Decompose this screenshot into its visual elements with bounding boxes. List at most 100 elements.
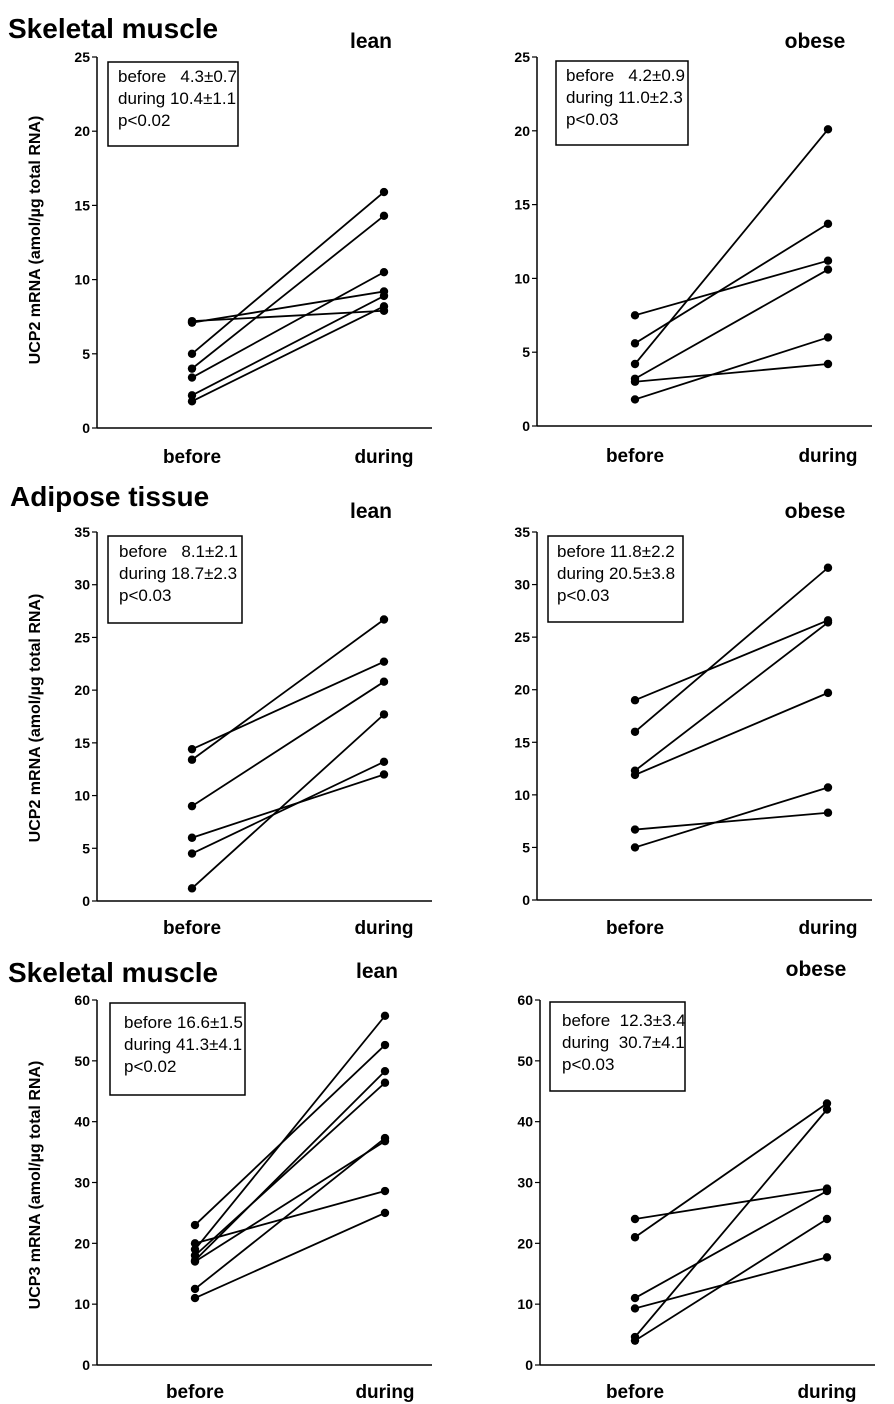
y-tick-label: 20 xyxy=(74,123,90,139)
stats-line-3: p<0.02 xyxy=(118,111,170,130)
point-before-2 xyxy=(630,1233,640,1242)
point-during-2 xyxy=(379,187,389,197)
stats-line-1: before 11.8±2.2 xyxy=(557,542,675,561)
series-line-1 xyxy=(634,619,829,702)
y-tick-label: 35 xyxy=(514,524,530,540)
point-before-4 xyxy=(630,770,640,780)
point-before-1 xyxy=(187,744,197,754)
series-line-4 xyxy=(191,271,385,379)
point-during-5 xyxy=(822,1105,832,1114)
series-line-6 xyxy=(634,1218,828,1342)
y-tick-label: 5 xyxy=(82,840,90,856)
y-tick-label: 0 xyxy=(522,892,530,908)
series-line-2 xyxy=(634,567,829,733)
point-before-3 xyxy=(187,364,197,373)
series-line-2 xyxy=(191,191,385,355)
y-axis-label-3: UCP3 mRNA (amol/µg total RNA) xyxy=(27,1061,44,1310)
series-line-2 xyxy=(191,618,385,761)
point-during-2 xyxy=(379,615,389,624)
y-tick-label: 20 xyxy=(74,1235,90,1251)
panel-title: obese xyxy=(786,958,847,981)
panel-title: lean xyxy=(356,960,398,983)
point-before-4 xyxy=(187,833,197,842)
point-before-6 xyxy=(187,397,197,406)
panel-1: 0 5 10 15 20 25 before during lean before 4.3±0.7… xyxy=(74,30,432,468)
series-line-3 xyxy=(191,680,385,807)
series-line-6 xyxy=(191,305,385,403)
x-tick-label-during: during xyxy=(798,446,857,467)
y-tick-label: 0 xyxy=(82,420,90,436)
y-tick-label: 30 xyxy=(74,577,90,593)
stats-box xyxy=(555,60,689,146)
panel-4: 0 5 10 15 20 25 30 35 before during obese before 11… xyxy=(514,500,872,939)
x-tick-label-during: during xyxy=(797,1382,856,1403)
y-tick-label: 25 xyxy=(514,629,530,645)
point-during-2 xyxy=(380,1186,390,1196)
y-tick-label: 10 xyxy=(74,1296,90,1312)
point-during-2 xyxy=(822,1099,832,1108)
panel-5: 0 10 20 30 40 50 60 before during lean before 16.6… xyxy=(74,960,432,1403)
x-tick-label-during: during xyxy=(354,447,413,468)
y-tick-label: 50 xyxy=(517,1053,533,1069)
series-line-3 xyxy=(634,1190,828,1299)
x-tick-label-during: during xyxy=(798,918,857,939)
point-before-1 xyxy=(190,1220,200,1230)
stats-line-1: before 8.1±2.1 xyxy=(119,542,238,561)
series-line-1 xyxy=(191,290,385,324)
series-line-1 xyxy=(634,1187,828,1220)
x-tick-label-before: before xyxy=(163,918,221,939)
stats-line-2: during 41.3±4.1 xyxy=(124,1035,242,1054)
panel-title: lean xyxy=(350,30,392,53)
series-line-4 xyxy=(634,692,829,776)
x-tick-label-before: before xyxy=(606,1382,664,1403)
point-during-5 xyxy=(823,359,833,369)
point-during-3 xyxy=(822,1186,832,1196)
series-line-7 xyxy=(194,1212,386,1299)
point-during-4 xyxy=(380,1078,390,1087)
point-during-2 xyxy=(823,563,833,572)
point-during-5 xyxy=(380,1066,390,1076)
section-title-1: Skeletal muscle xyxy=(8,13,218,44)
series-line-1 xyxy=(634,259,829,317)
point-during-6 xyxy=(823,333,833,342)
point-before-3 xyxy=(187,801,197,811)
series-line-2 xyxy=(634,1102,828,1238)
series-line-3 xyxy=(194,1015,386,1250)
series-line-4 xyxy=(191,773,385,839)
y-tick-label: 15 xyxy=(74,197,90,213)
point-during-4 xyxy=(379,770,389,779)
point-during-6 xyxy=(822,1214,832,1224)
point-during-5 xyxy=(379,757,389,767)
point-during-6 xyxy=(823,783,833,792)
point-during-7 xyxy=(380,1208,390,1218)
point-during-2 xyxy=(823,219,833,228)
series-line-3 xyxy=(634,128,829,365)
y-tick-label: 30 xyxy=(517,1175,533,1191)
y-tick-label: 10 xyxy=(74,272,90,288)
point-before-6 xyxy=(190,1284,200,1294)
y-tick-label: 10 xyxy=(514,270,530,286)
point-before-8 xyxy=(190,1257,200,1266)
point-before-5 xyxy=(187,849,197,858)
point-during-7 xyxy=(379,306,389,315)
series-line-6 xyxy=(194,1137,386,1290)
series-line-3 xyxy=(634,621,829,772)
stats-line-1: before 12.3±3.4 xyxy=(562,1011,686,1030)
point-before-1 xyxy=(630,1214,640,1224)
point-before-3 xyxy=(630,359,640,369)
stats-box xyxy=(547,535,684,623)
y-tick-label: 10 xyxy=(517,1296,533,1312)
point-during-5 xyxy=(379,291,389,301)
series-line-8 xyxy=(194,1140,386,1263)
point-before-6 xyxy=(630,395,640,404)
point-during-6 xyxy=(379,710,389,719)
stats-line-3: p<0.03 xyxy=(566,110,618,129)
stats-box xyxy=(107,535,243,624)
y-tick-label: 25 xyxy=(74,49,90,65)
series-line-1 xyxy=(191,660,385,751)
point-during-5 xyxy=(823,808,833,817)
x-tick-label-during: during xyxy=(354,918,413,939)
series-line-2 xyxy=(194,1190,386,1245)
series-line-1 xyxy=(194,1044,386,1226)
series-line-5 xyxy=(634,363,829,383)
